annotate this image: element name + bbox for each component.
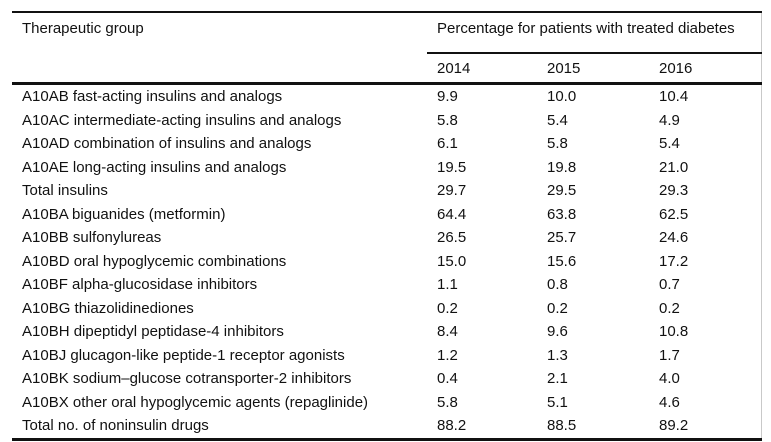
value-cell: 15.6 <box>547 252 577 270</box>
value-cell: 4.0 <box>659 370 680 388</box>
table-row: A10AC intermediate-acting insulins and a… <box>12 109 761 133</box>
row-label: A10BK sodium–glucose cotransporter-2 inh… <box>22 370 352 388</box>
table-row: A10BH dipeptidyl peptidase-4 inhibitors … <box>12 320 761 344</box>
empty-header-cell <box>12 53 427 85</box>
value-cell: 88.2 <box>427 414 537 441</box>
diabetes-therapy-table: Therapeutic group Percentage for patient… <box>12 11 762 441</box>
value-cell: 4.6 <box>659 393 680 411</box>
value-cell: 25.7 <box>547 229 577 247</box>
table-row: A10AE long-acting insulins and analogs 1… <box>12 156 761 180</box>
row-label: A10BD oral hypoglycemic combinations <box>22 252 287 270</box>
table-row: A10BB sulfonylureas 26.5 25.7 24.6 <box>12 226 761 250</box>
value-cell: 89.2 <box>649 414 762 441</box>
year-header-2015: 2015 <box>537 53 649 85</box>
value-cell: 62.5 <box>659 205 689 223</box>
row-label: A10BF alpha-glucosidase inhibitors <box>22 276 258 294</box>
table-row: Total insulins 29.7 29.5 29.3 <box>12 179 761 203</box>
value-cell: 0.7 <box>659 276 680 294</box>
value-cell: 63.8 <box>547 205 577 223</box>
col-header-therapeutic-group: Therapeutic group <box>22 20 144 37</box>
row-label: A10AE long-acting insulins and analogs <box>22 158 287 176</box>
value-cell: 1.2 <box>437 346 458 364</box>
row-label: A10BB sulfonylureas <box>22 229 162 247</box>
table-row: A10BF alpha-glucosidase inhibitors 1.1 0… <box>12 273 761 297</box>
value-cell: 5.8 <box>437 393 458 411</box>
value-cell: 0.4 <box>437 370 458 388</box>
value-cell: 10.0 <box>547 88 577 106</box>
col-group-header-percentage: Percentage for patients with treated dia… <box>427 12 762 54</box>
row-label: A10AD combination of insulins and analog… <box>22 135 312 153</box>
value-cell: 17.2 <box>659 252 689 270</box>
row-label: A10BX other oral hypoglycemic agents (re… <box>22 393 369 411</box>
value-cell: 10.4 <box>659 88 689 106</box>
year-header-2016: 2016 <box>649 53 762 85</box>
table-row: Total no. of noninsulin drugs 88.2 88.5 … <box>12 414 762 441</box>
value-cell: 5.4 <box>547 111 568 129</box>
value-cell: 29.7 <box>437 182 467 200</box>
value-cell: 6.1 <box>437 135 458 153</box>
table-row: A10BD oral hypoglycemic combinations 15.… <box>12 250 761 274</box>
year-header-2014: 2014 <box>427 53 537 85</box>
value-cell: 29.5 <box>547 182 577 200</box>
value-cell: 0.8 <box>547 276 568 294</box>
row-label: Total insulins <box>22 182 108 200</box>
row-label: Total no. of noninsulin drugs <box>12 414 427 441</box>
row-label: A10BA biguanides (metformin) <box>22 205 226 223</box>
table-row: A10BA biguanides (metformin) 64.4 63.8 6… <box>12 203 761 227</box>
value-cell: 1.3 <box>547 346 568 364</box>
value-cell: 9.6 <box>547 323 568 341</box>
table-row: A10BX other oral hypoglycemic agents (re… <box>12 391 761 415</box>
row-label: A10BJ glucagon-like peptide-1 receptor a… <box>22 346 345 364</box>
table-row: A10AB fast-acting insulins and analogs 9… <box>12 84 761 109</box>
value-cell: 21.0 <box>659 158 689 176</box>
value-cell: 10.8 <box>659 323 689 341</box>
value-cell: 26.5 <box>437 229 467 247</box>
row-label: A10AC intermediate-acting insulins and a… <box>22 111 342 129</box>
value-cell: 5.1 <box>547 393 568 411</box>
table-row: A10BK sodium–glucose cotransporter-2 inh… <box>12 367 761 391</box>
value-cell: 9.9 <box>437 88 458 106</box>
table-header-row: Therapeutic group Percentage for patient… <box>12 12 762 54</box>
value-cell: 2.1 <box>547 370 568 388</box>
value-cell: 19.5 <box>437 158 467 176</box>
year-header-row: 2014 2015 2016 <box>12 53 762 85</box>
value-cell: 19.8 <box>547 158 577 176</box>
value-cell: 4.9 <box>659 111 680 129</box>
table-row: A10BJ glucagon-like peptide-1 receptor a… <box>12 344 761 368</box>
value-cell: 29.3 <box>659 182 689 200</box>
row-label: A10BG thiazolidinediones <box>22 299 194 317</box>
value-cell: 8.4 <box>437 323 458 341</box>
value-cell: 88.5 <box>537 414 649 441</box>
row-label: A10AB fast-acting insulins and analogs <box>22 88 283 106</box>
row-label: A10BH dipeptidyl peptidase-4 inhibitors <box>22 323 284 341</box>
value-cell: 1.1 <box>437 276 458 294</box>
table-row: A10AD combination of insulins and analog… <box>12 132 761 156</box>
value-cell: 0.2 <box>659 299 680 317</box>
value-cell: 5.8 <box>437 111 458 129</box>
value-cell: 5.8 <box>547 135 568 153</box>
value-cell: 15.0 <box>437 252 467 270</box>
value-cell: 24.6 <box>659 229 689 247</box>
value-cell: 1.7 <box>659 346 680 364</box>
value-cell: 0.2 <box>437 299 458 317</box>
value-cell: 0.2 <box>547 299 568 317</box>
value-cell: 5.4 <box>659 135 680 153</box>
value-cell: 64.4 <box>437 205 467 223</box>
table-row: A10BG thiazolidinediones 0.2 0.2 0.2 <box>12 297 761 321</box>
